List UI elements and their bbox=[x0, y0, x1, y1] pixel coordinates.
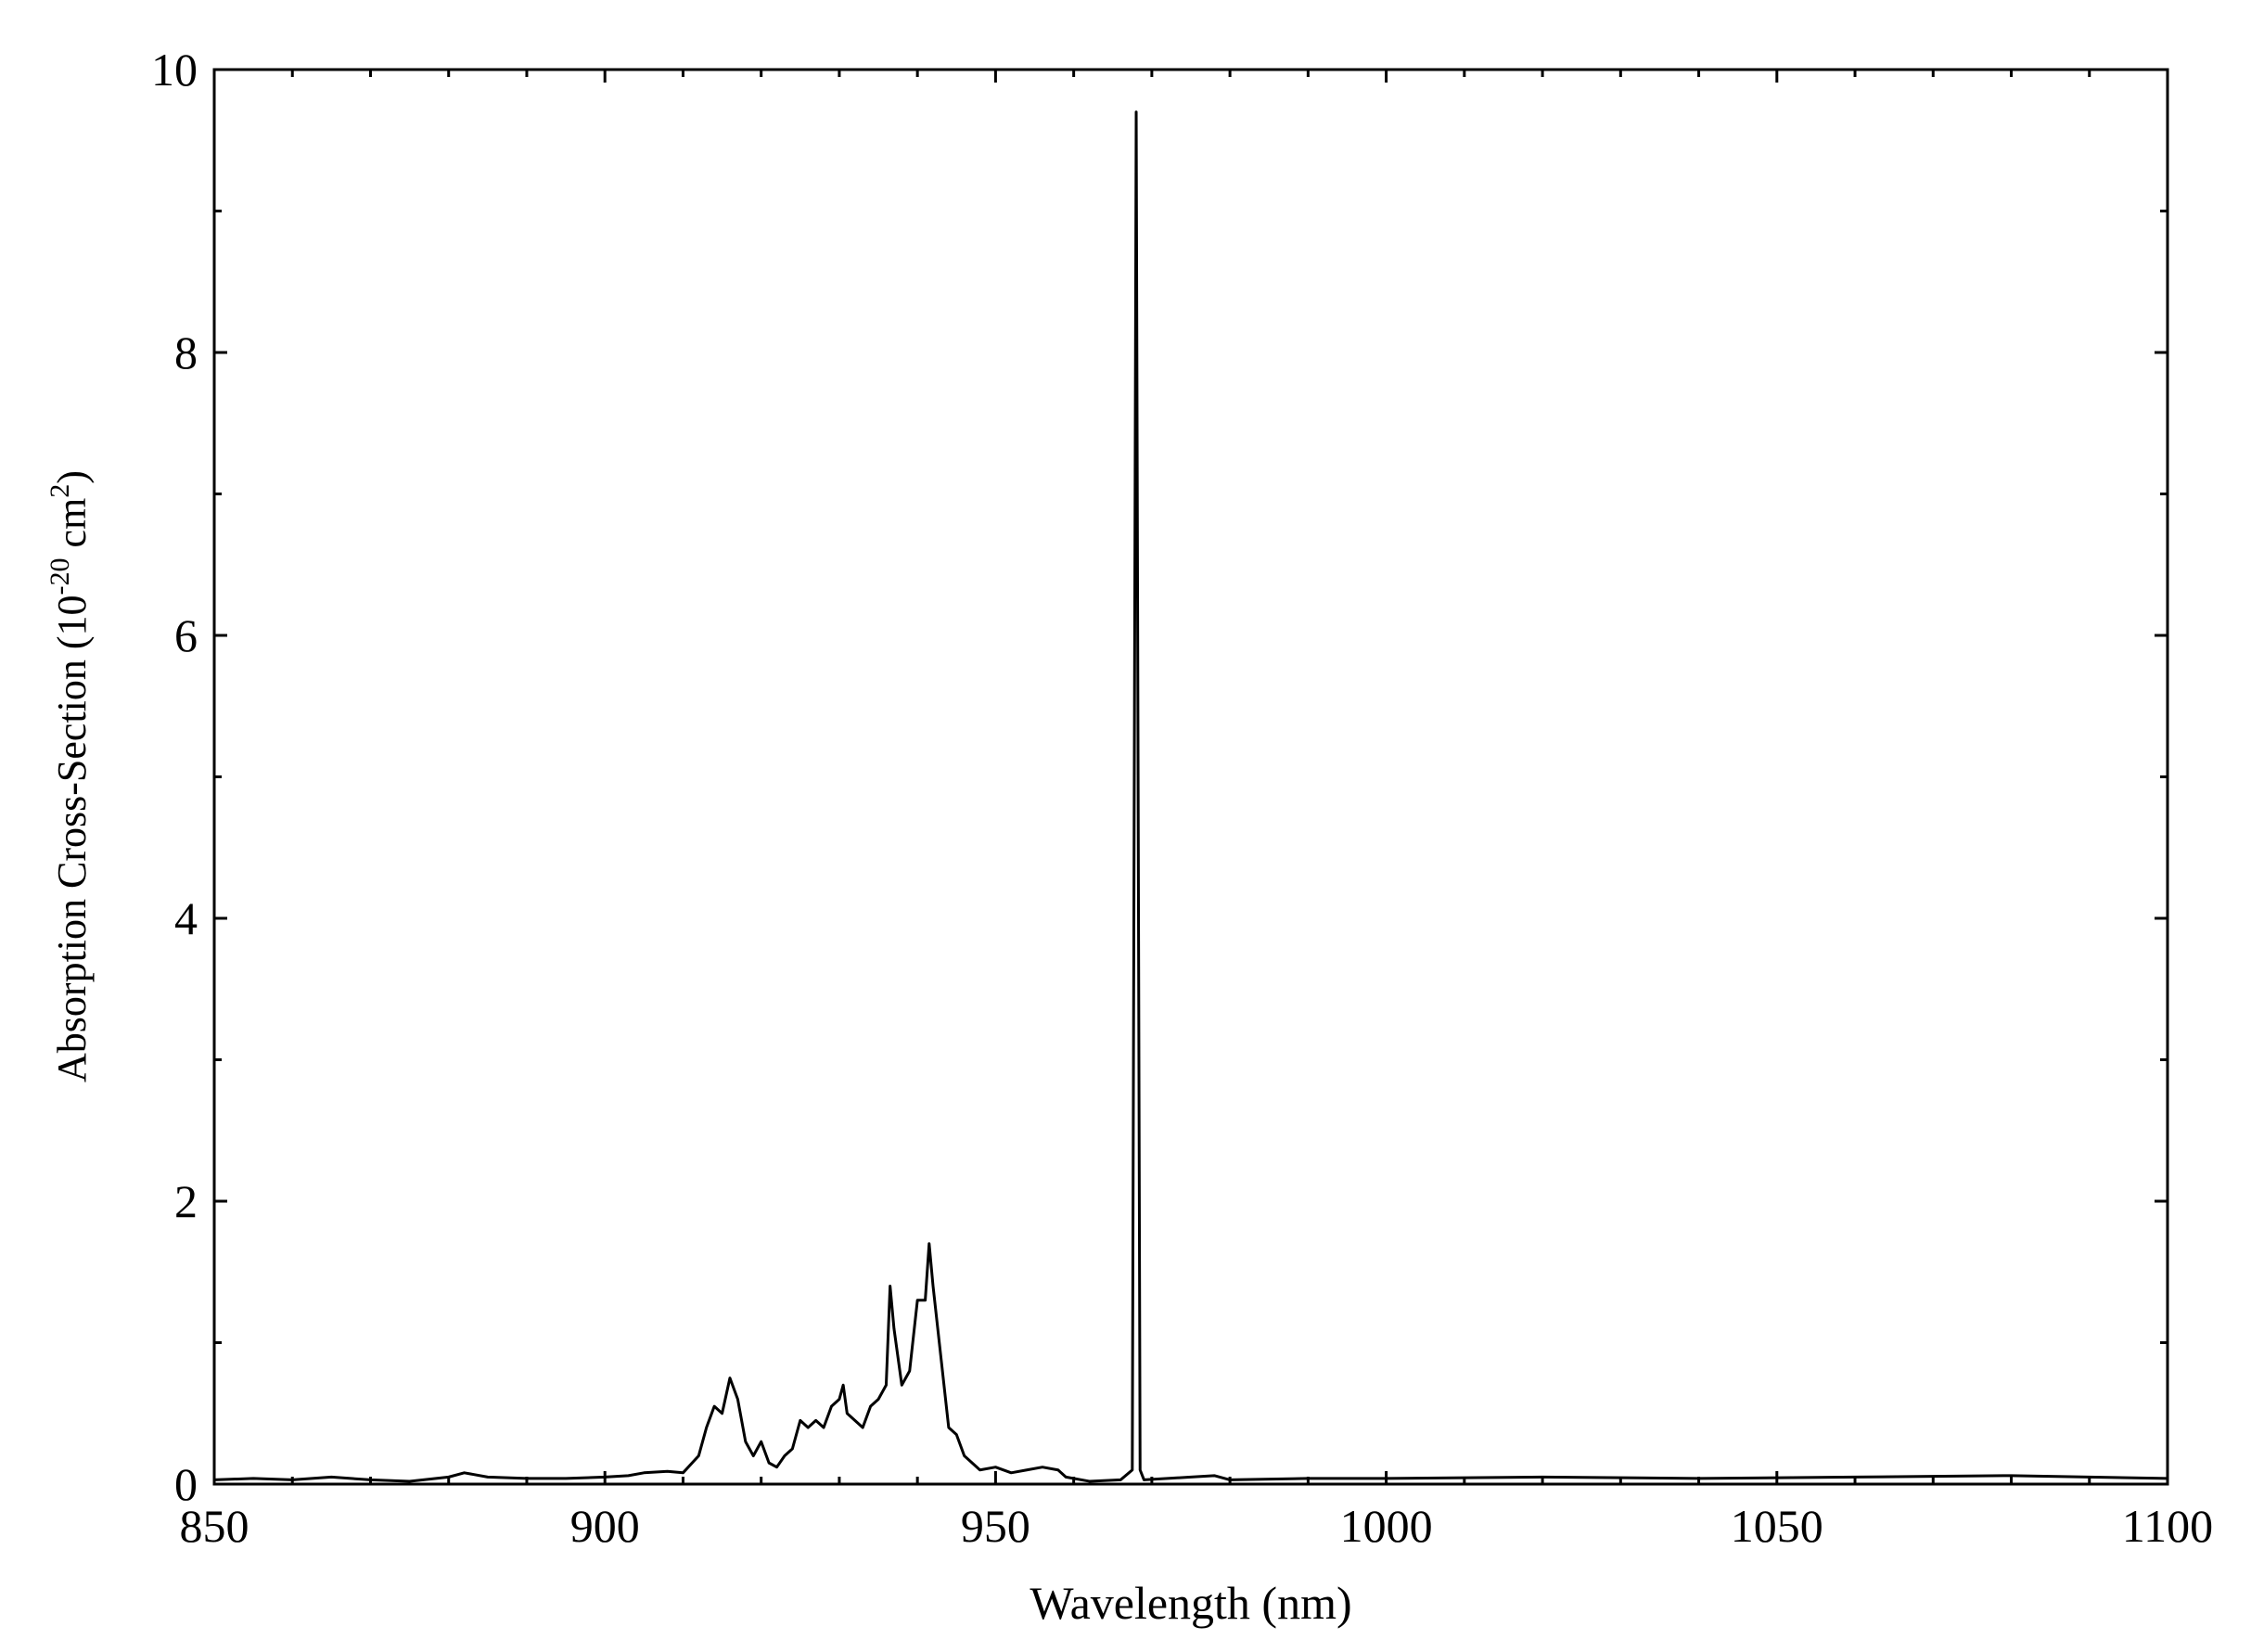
y-tick-label: 6 bbox=[174, 609, 198, 661]
y-label-part: cm bbox=[49, 498, 95, 558]
y-tick-label: 0 bbox=[174, 1458, 198, 1510]
plot-frame bbox=[212, 68, 2169, 1486]
y-axis-label: Absorption Cross-Section (10-20 cm2) bbox=[45, 470, 95, 1082]
y-label-part: ) bbox=[49, 470, 95, 484]
y-label-sup: -20 bbox=[45, 557, 75, 595]
x-tick-label: 1000 bbox=[1340, 1500, 1433, 1552]
x-tick-label: 1100 bbox=[2122, 1500, 2213, 1552]
y-label-sup: 2 bbox=[45, 484, 75, 498]
y-tick-label: 4 bbox=[174, 892, 198, 944]
y-tick-label: 8 bbox=[174, 327, 198, 378]
y-tick-label: 10 bbox=[151, 44, 198, 96]
x-axis-label: Wavelength (nm) bbox=[1030, 1577, 1351, 1629]
x-tick-label: 1050 bbox=[1731, 1500, 1823, 1552]
x-tick-label: 850 bbox=[180, 1500, 249, 1552]
spectrum-line bbox=[213, 110, 2168, 1483]
y-tick-label: 2 bbox=[174, 1175, 198, 1227]
x-tick-label: 900 bbox=[570, 1500, 640, 1552]
y-label-part: Absorption Cross-Section (10 bbox=[49, 595, 95, 1082]
x-tick-label: 950 bbox=[961, 1500, 1030, 1552]
